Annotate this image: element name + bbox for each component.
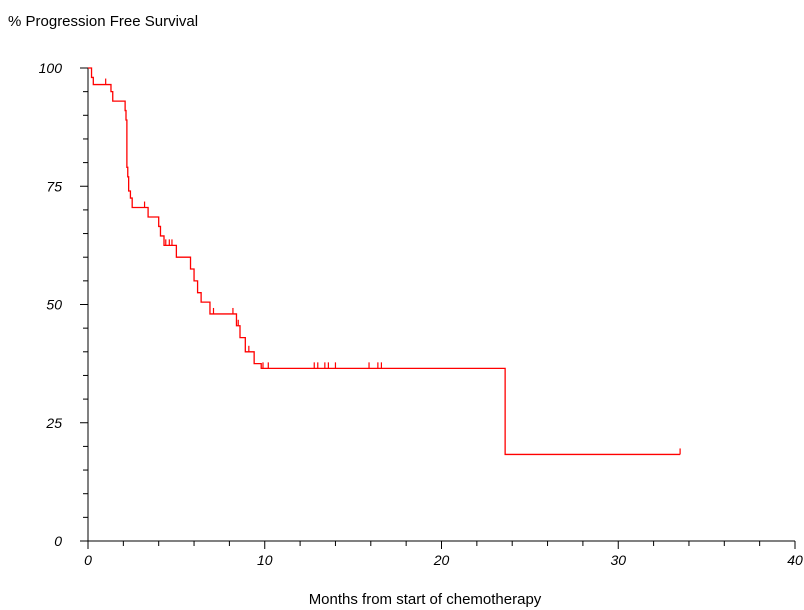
y-tick-label: 50 <box>46 297 62 313</box>
axes <box>87 68 795 542</box>
x-tick-label: 20 <box>433 552 450 568</box>
x-tick-label: 30 <box>610 552 626 568</box>
x-tick-label: 10 <box>257 552 273 568</box>
x-axis-title: Months from start of chemotherapy <box>309 591 542 608</box>
ticks <box>80 67 796 549</box>
series-layer <box>88 67 681 456</box>
y-tick-label: 25 <box>45 415 62 431</box>
x-tick-label: 40 <box>787 552 803 568</box>
tick-labels: 0 25 50 75 100 0 10 20 30 40 <box>39 60 803 568</box>
y-axis-title: % Progression Free Survival <box>8 13 198 30</box>
y-tick-label: 0 <box>54 533 62 549</box>
y-tick-label: 100 <box>39 60 63 76</box>
survival-curve <box>88 67 681 456</box>
y-tick-label: 75 <box>46 178 62 194</box>
x-tick-label: 0 <box>84 552 92 568</box>
